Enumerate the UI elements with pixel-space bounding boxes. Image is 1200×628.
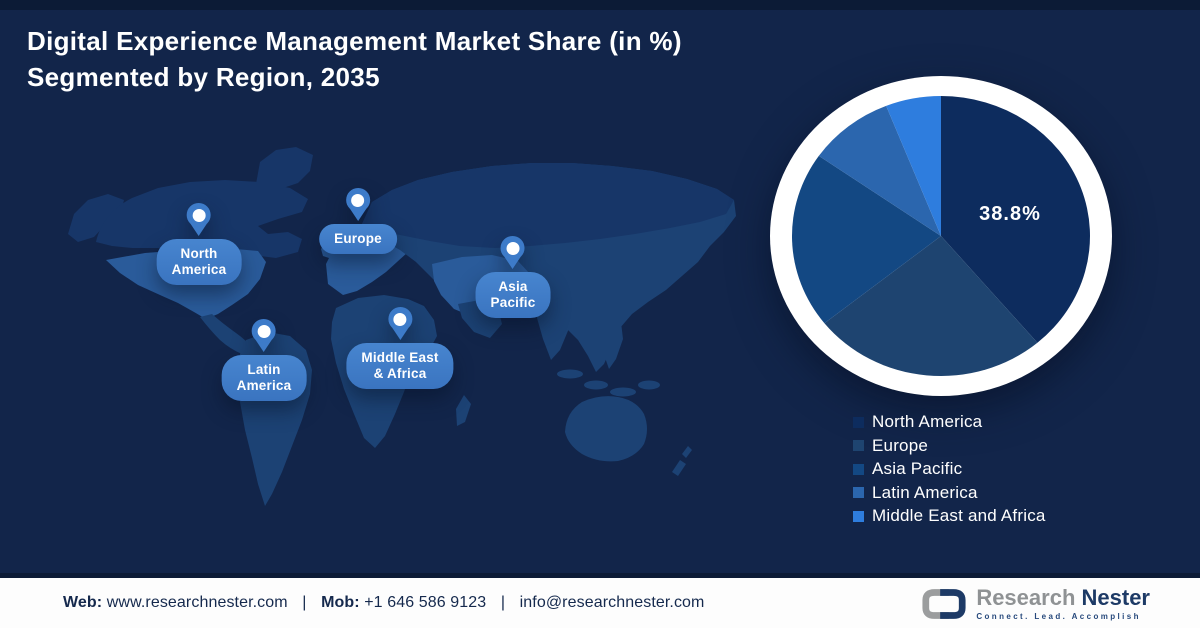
location-pin-tail [256,340,272,352]
legend-swatch [853,487,864,498]
location-pin-tail [392,328,408,340]
legend-item-north-america: North America [853,412,1046,431]
pie-slice-europe [824,236,1038,376]
chart-legend: North America Europe Asia Pacific Latin … [853,412,1046,531]
map-pin-middle-east-africa: Middle East & Africa [346,307,454,389]
brand-text: Research Nester Connect. Lead. Accomplis… [976,587,1150,622]
location-pin-icon [252,319,276,343]
location-pin-icon [346,188,370,212]
map-pin-asia-pacific: Asia Pacific [475,236,551,318]
page-title-line2: Segmented by Region, 2035 [27,61,380,92]
legend-item-europe: Europe [853,435,1046,455]
legend-label: Europe [872,435,929,455]
website-url: www.researchnester.com [106,594,288,611]
map-pin-europe: Europe [319,188,397,254]
separator: | [500,594,506,611]
pin-label-line: Europe [334,231,382,246]
pin-label-line: & Africa [373,365,427,381]
legend-item-asia-pacific: Asia Pacific [853,459,1046,478]
legend-item-latin-america: Latin America [853,482,1046,502]
web-label: Web: [63,594,103,611]
pin-label-line: Latin [247,362,281,377]
pin-label-line: America [171,261,227,277]
brand-tagline: Connect. Lead. Accomplish [976,612,1141,621]
location-pin-icon [501,236,525,260]
legend-item-middle-east-africa: Middle East and Africa [853,506,1046,525]
pin-label-line: North [180,246,218,261]
separator: | [302,594,307,611]
map-pin-label-asia-pacific: Asia Pacific [475,272,551,318]
top-edge-strip [0,0,1200,10]
pie-slice-north-america [941,96,1090,343]
pin-label-line: Asia [498,279,528,294]
legend-swatch [853,416,864,428]
pie-slice-asia-pacific [792,155,941,324]
pie-chart-svg: 38.8% [770,76,1112,396]
brand-logo: Research Nester Connect. Lead. Accomplis… [921,587,1150,621]
pie-slice-latin-america [818,105,941,236]
map-pin-label-europe: Europe [319,224,397,254]
legend-swatch [853,463,864,475]
legend-swatch [853,510,864,522]
legend-label: Latin America [872,482,978,502]
location-pin-icon [187,203,211,227]
legend-label: Middle East and Africa [872,506,1046,525]
email-address: info@researchnester.com [519,594,705,611]
pie-value-label: 38.8% [979,203,1041,225]
pie-slices [792,96,1090,376]
contact-info: Web: www.researchnester.com | Mob: +1 64… [63,594,705,612]
pie-chart: 38.8% [769,74,1113,398]
pin-label-line: Pacific [490,294,536,310]
mob-label: Mob: [321,594,360,611]
pin-label-line: Middle East [361,350,439,365]
location-pin-tail [505,257,521,269]
chain-link-logo-icon [922,589,966,619]
map-pin-latin-america: Latin America [221,319,307,401]
phone-number: +1 646 586 9123 [364,594,487,611]
map-pin-north-america: North America [156,203,242,285]
map-pin-label-middle-east-africa: Middle East & Africa [346,343,454,389]
footer-bar: Web: www.researchnester.com | Mob: +1 64… [0,573,1200,628]
brand-name-primary: Research [976,585,1076,610]
pie-slice-middle-east-and-africa [886,96,941,236]
location-pin-icon [388,307,412,331]
legend-swatch [853,440,864,451]
location-pin-tail [191,224,207,236]
map-pin-label-latin-america: Latin America [221,355,307,401]
legend-label: North America [872,412,983,431]
page-title-line1: Digital Experience Management Market Sha… [27,26,682,56]
brand-name: Research Nester [976,587,1150,609]
location-pin-tail [350,209,366,221]
pin-label-line: America [236,377,292,393]
page-title: Digital Experience Management Market Sha… [27,24,682,96]
legend-label: Asia Pacific [872,459,963,478]
brand-name-secondary: Nester [1081,585,1150,610]
map-pin-label-north-america: North America [156,239,242,285]
